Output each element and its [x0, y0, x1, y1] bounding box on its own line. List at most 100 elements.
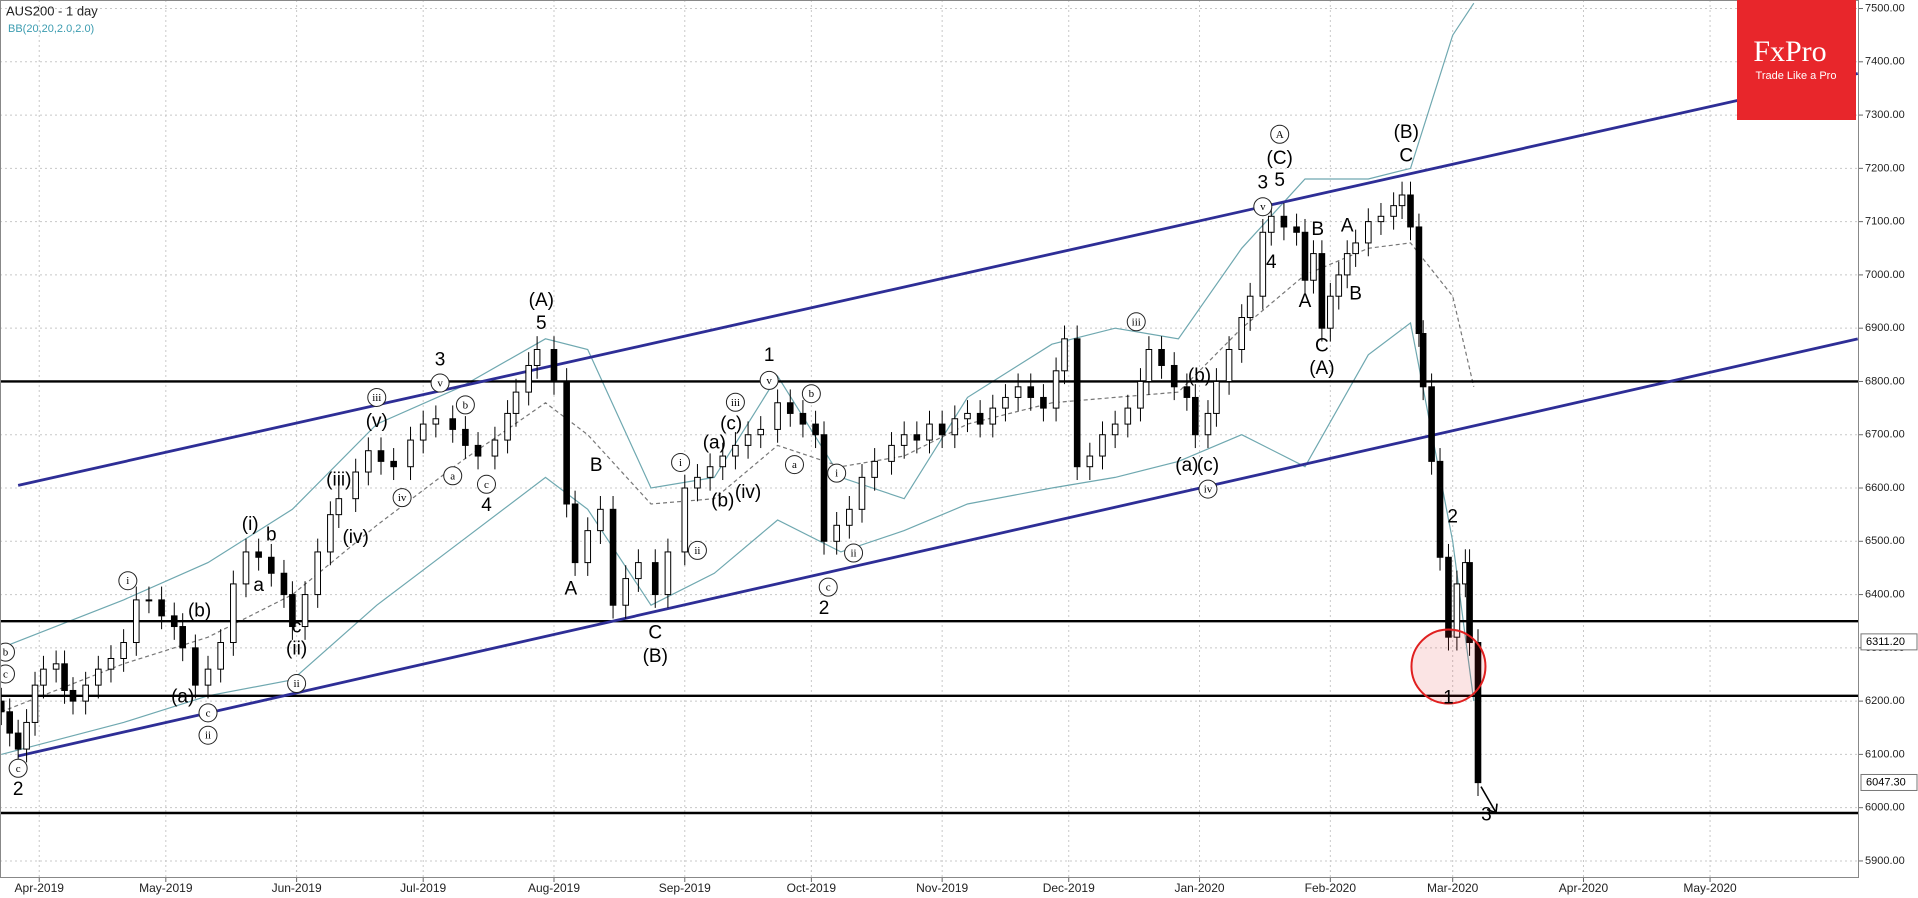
x-tick-label: Oct-2019	[787, 881, 837, 895]
wave-label: ii	[294, 678, 300, 690]
wave-label: (A)	[529, 290, 554, 311]
x-tick-label: Jan-2020	[1175, 881, 1225, 895]
candle-body	[512, 391, 520, 414]
x-tick-label: Apr-2019	[15, 881, 65, 895]
wave-label: b	[463, 399, 469, 411]
wave-circle	[0, 642, 15, 662]
wave-label: v	[437, 378, 443, 390]
wave-label: c	[292, 617, 302, 638]
wave-label: c	[3, 668, 8, 680]
wave-label: (c)	[720, 414, 742, 435]
candle-body	[1310, 253, 1317, 281]
wave-label: (b)	[711, 490, 734, 511]
candle-body	[744, 434, 752, 446]
wave-label: 4	[1266, 252, 1277, 273]
wave-label: B	[590, 455, 603, 476]
candle-body	[1466, 562, 1473, 644]
wave-circle	[687, 540, 707, 560]
candle-body	[1415, 226, 1423, 335]
candle-body	[1318, 253, 1326, 329]
wave-label: (iv)	[342, 527, 368, 548]
x-tick-label: Aug-2019	[528, 881, 580, 895]
wave-label: c	[16, 763, 21, 775]
x-tick-label: Jun-2019	[272, 881, 322, 895]
wave-label: C	[648, 622, 662, 643]
wave-label: (a)	[1175, 455, 1198, 476]
candle-body	[1453, 583, 1461, 638]
y-tick-label: 6100.00	[1865, 748, 1905, 760]
x-tick-label: May-2020	[1683, 881, 1737, 895]
wave-label: c	[484, 479, 489, 491]
candle-body	[69, 689, 77, 702]
wave-circle	[1126, 312, 1146, 332]
wave-circle	[784, 455, 804, 475]
candle-body	[1352, 242, 1359, 255]
wave-label: 4	[481, 495, 492, 516]
wave-label: (ii)	[286, 638, 307, 659]
candle-body	[1390, 205, 1397, 217]
candle-body	[1002, 396, 1009, 409]
wave-label: (B)	[643, 646, 668, 667]
wave-label: (a)	[703, 432, 726, 453]
candle-body	[609, 508, 617, 606]
wave-label: v	[1260, 201, 1266, 213]
wave-label: iii	[372, 392, 381, 404]
wave-circle	[827, 463, 847, 483]
candle-body	[170, 615, 178, 628]
wave-circle	[801, 384, 821, 404]
wave-circle	[367, 387, 387, 407]
candle-body	[706, 466, 714, 478]
x-tick-label: Mar-2020	[1427, 881, 1479, 895]
candle-body	[242, 551, 250, 585]
candle-body	[1419, 333, 1427, 388]
candle-body	[14, 732, 22, 750]
candle-body	[732, 444, 739, 457]
candle-body	[989, 407, 997, 425]
candle-body	[533, 348, 541, 366]
wave-circle	[759, 370, 779, 390]
candle-body	[951, 418, 959, 436]
candle-body	[786, 402, 794, 414]
y-tick-label: 7000.00	[1865, 269, 1905, 281]
candle-body	[158, 599, 165, 617]
candle-body	[1052, 370, 1060, 409]
y-tick-label: 6600.00	[1865, 482, 1905, 494]
logo-tagline: Trade Like a Pro	[1756, 70, 1837, 82]
candle-body	[926, 423, 933, 441]
wave-label: iii	[731, 397, 740, 409]
wave-label: 5	[1274, 170, 1285, 191]
wave-label: b	[809, 388, 815, 400]
candle-body	[40, 668, 47, 686]
wave-label: iv	[398, 492, 407, 504]
candle-body	[1428, 386, 1435, 462]
wave-circle	[818, 577, 838, 597]
candle-body	[1474, 642, 1482, 784]
candle-body	[365, 450, 372, 473]
x-tick-label: Dec-2019	[1043, 881, 1095, 895]
candle-body	[31, 684, 39, 723]
candle-body	[888, 444, 895, 462]
candle-body	[230, 583, 237, 644]
candle-body	[964, 412, 971, 420]
candle-body	[52, 663, 60, 670]
wave-circle	[443, 466, 463, 486]
candle-body	[858, 476, 866, 510]
plot-border	[0, 0, 1859, 878]
wave-label: (b)	[1188, 366, 1211, 387]
candle-body	[1158, 348, 1165, 366]
candle-body	[204, 668, 212, 686]
candle-body	[1407, 194, 1414, 228]
wave-label: A	[1341, 215, 1354, 236]
bollinger-middle	[1, 242, 1475, 713]
candle-body	[352, 471, 359, 500]
wave-label: A	[1276, 129, 1284, 141]
wave-label: B	[1311, 219, 1324, 240]
wave-label: b	[266, 524, 277, 545]
candle-body	[1246, 295, 1254, 319]
candle-body	[550, 348, 558, 382]
plot-area: c2bci(a)(b)cii(i)bac(ii)ii(iii)(iv)iii(v…	[0, 2, 1859, 826]
wave-label: 2	[13, 779, 24, 800]
